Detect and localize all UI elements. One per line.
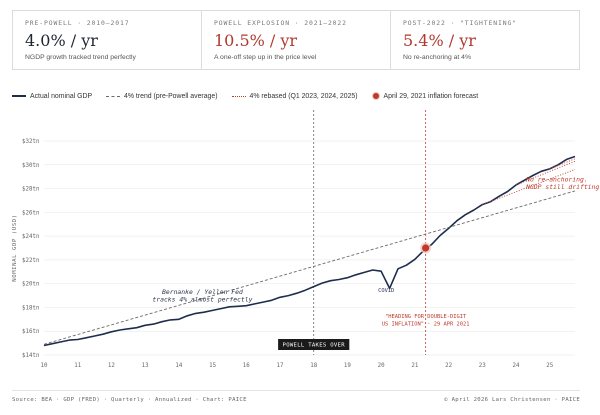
legend-actual: Actual nominal GDP bbox=[12, 93, 92, 100]
legend-dashed-line-icon bbox=[106, 95, 121, 97]
x-tick-label: 17 bbox=[277, 363, 284, 369]
x-tick-label: 10 bbox=[41, 363, 48, 369]
card-label: POST-2022 · "TIGHTENING" bbox=[403, 19, 517, 27]
y-tick-label: $16tn bbox=[22, 329, 39, 335]
chart-legend: Actual nominal GDP 4% trend (pre-Powell … bbox=[12, 90, 582, 102]
annotation-0-line-0: Bernanke / Yellen Fed bbox=[162, 288, 243, 296]
x-tick-label: 23 bbox=[479, 363, 486, 369]
legend-dotted-line-icon bbox=[231, 95, 246, 97]
legend-trend-label: 4% trend (pre-Powell average) bbox=[124, 92, 218, 100]
card-value: 5.4% / yr bbox=[403, 31, 476, 50]
x-tick-label: 25 bbox=[546, 363, 553, 369]
footer-source: Source: BEA · GDP (FRED) · Quarterly · A… bbox=[12, 397, 247, 403]
card-note: NGDP growth tracked trend perfectly bbox=[25, 54, 136, 61]
x-tick-label: 20 bbox=[378, 363, 385, 369]
x-tick-label: 18 bbox=[310, 363, 317, 369]
annotation-2-line-0: "HEADING FOR DOUBLE-DIGIT bbox=[385, 314, 467, 320]
y-tick-label: $30tn bbox=[22, 163, 39, 169]
y-tick-label: $14tn bbox=[22, 353, 39, 359]
legend-dot-icon bbox=[371, 92, 380, 100]
ngdp-line-chart: $14tn $16tn $18tn $20tn $22tn $24tn $26tn $28tn… bbox=[12, 110, 600, 369]
annotation-3-line-1: NGDP still drifting up. bbox=[525, 183, 600, 191]
x-tick-label: 19 bbox=[344, 363, 351, 369]
y-tick-label: $22tn bbox=[22, 258, 39, 264]
powell-label: POWELL TAKES OVER bbox=[283, 343, 346, 349]
footer-copyright: © April 2026 Lars Christensen · PAICE bbox=[444, 397, 580, 403]
x-tick-label: 16 bbox=[243, 363, 250, 369]
x-tick-label: 15 bbox=[209, 363, 216, 369]
rebased-line-1 bbox=[482, 169, 576, 206]
x-tick-label: 14 bbox=[175, 363, 182, 369]
x-tick-label: 12 bbox=[108, 363, 115, 369]
card-label: PRE-POWELL · 2010–2017 bbox=[25, 19, 130, 27]
card-powell-explosion: POWELL EXPLOSION · 2021–2022 10.5% / yr … bbox=[202, 11, 391, 69]
footer: Source: BEA · GDP (FRED) · Quarterly · A… bbox=[12, 390, 580, 403]
rebased-line-2 bbox=[515, 160, 576, 186]
forecast-marker bbox=[422, 244, 430, 252]
summary-cards: PRE-POWELL · 2010–2017 4.0% / yr NGDP gr… bbox=[12, 10, 580, 70]
actual-ngdp-line bbox=[43, 155, 576, 347]
card-value: 10.5% / yr bbox=[214, 31, 298, 50]
annotation-1-line-0: COVID bbox=[378, 288, 394, 294]
card-pre-powell: PRE-POWELL · 2010–2017 4.0% / yr NGDP gr… bbox=[13, 11, 202, 69]
x-tick-label: 24 bbox=[513, 363, 520, 369]
legend-rebased-label: 4% rebased (Q1 2023, 2024, 2025) bbox=[249, 92, 358, 100]
x-tick-label: 11 bbox=[74, 363, 81, 369]
y-tick-label: $26tn bbox=[22, 210, 39, 216]
rebased-line-3 bbox=[549, 158, 576, 170]
card-post-2022: POST-2022 · "TIGHTENING" 5.4% / yr No re… bbox=[391, 11, 579, 69]
legend-solid-line-icon bbox=[12, 95, 26, 97]
card-value: 4.0% / yr bbox=[25, 31, 98, 50]
x-tick-label: 22 bbox=[445, 363, 452, 369]
card-note: A one-off step up in the price level bbox=[214, 54, 317, 61]
annotation-0-line-1: tracks 4% almost perfectly bbox=[152, 295, 252, 303]
trend-line bbox=[43, 190, 576, 345]
powell-label-box bbox=[278, 339, 350, 350]
legend-forecast-label: April 29, 2021 inflation forecast bbox=[383, 92, 479, 100]
legend-trend: 4% trend (pre-Powell average) bbox=[106, 92, 218, 100]
x-tick-label: 21 bbox=[411, 363, 418, 369]
legend-actual-label: Actual nominal GDP bbox=[30, 92, 93, 100]
legend-forecast: April 29, 2021 inflation forecast bbox=[371, 92, 479, 100]
legend-rebased: 4% rebased (Q1 2023, 2024, 2025) bbox=[231, 92, 358, 100]
card-label: POWELL EXPLOSION · 2021–2022 bbox=[214, 19, 347, 27]
y-tick-label: $20tn bbox=[22, 282, 39, 288]
x-tick-label: 13 bbox=[142, 363, 149, 369]
y-tick-label: $18tn bbox=[22, 305, 39, 311]
y-tick-label: $32tn bbox=[22, 139, 39, 145]
annotation-2-line-1: US INFLATION" · 29 APR 2021 bbox=[382, 322, 470, 328]
y-tick-label: $24tn bbox=[22, 234, 39, 240]
annotation-3-line-0: No re-anchoring. bbox=[525, 175, 588, 183]
y-tick-label: $28tn bbox=[22, 187, 39, 193]
card-note: No re-anchoring at 4% bbox=[403, 54, 472, 61]
y-axis-label: NOMINAL GDP (USD) bbox=[12, 214, 18, 281]
